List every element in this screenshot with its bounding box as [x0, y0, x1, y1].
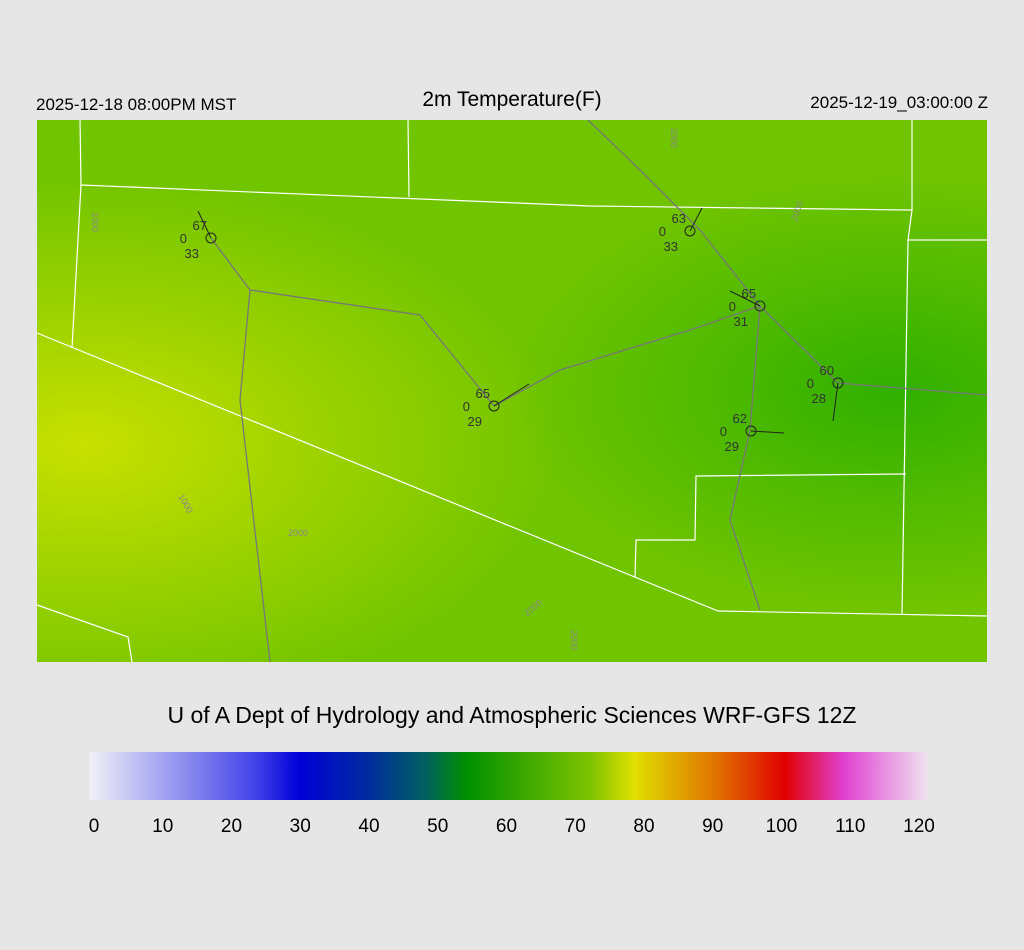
- wind-barb: [832, 382, 839, 422]
- borders: [36, 119, 988, 663]
- valid-utc: 2025-12-19_03:00:00 Z: [810, 93, 988, 112]
- dewpoint: 33: [185, 246, 199, 261]
- station: [488, 400, 500, 412]
- temperature: 63: [672, 211, 686, 226]
- dewpoint: 29: [725, 439, 739, 454]
- colorbar-tick-label: 10: [152, 816, 173, 837]
- colorbar: [90, 752, 927, 800]
- colorbar-tick-label: 100: [766, 816, 798, 837]
- temperature: 62: [733, 411, 747, 426]
- contour-label: 1000: [90, 212, 100, 232]
- weather-code: 0: [659, 224, 666, 239]
- temperature: 65: [476, 386, 490, 401]
- station: [205, 232, 217, 244]
- colorbar-tick-label: 60: [496, 816, 517, 837]
- weather-code: 0: [729, 299, 736, 314]
- rivers: [210, 119, 988, 663]
- weather-code: 0: [807, 376, 814, 391]
- colorbar-tick-label: 70: [565, 816, 586, 837]
- temperature: 67: [193, 218, 207, 233]
- wind-barb: [493, 383, 530, 407]
- colorbar-tick-label: 20: [221, 816, 242, 837]
- colorbar-tick-label: 90: [702, 816, 723, 837]
- weather-code: 0: [720, 424, 727, 439]
- colorbar-tick-label: 50: [427, 816, 448, 837]
- valid-local: 2025-12-18 08:00PM MST: [36, 95, 236, 114]
- wind-barb: [750, 430, 785, 434]
- station: [832, 377, 844, 389]
- colorbar-tick-label: 40: [358, 816, 379, 837]
- station: [684, 225, 696, 237]
- colorbar-tick-label: 110: [835, 816, 865, 837]
- wind-barb: [729, 290, 761, 307]
- map: [36, 119, 988, 663]
- dewpoint: 31: [734, 314, 748, 329]
- dewpoint: 33: [664, 239, 678, 254]
- colorbar-tick-label: 120: [903, 816, 935, 837]
- contour-label: 2000: [288, 528, 308, 538]
- weather-code: 0: [463, 399, 470, 414]
- contour-label: 2000: [569, 630, 579, 650]
- station: [754, 300, 766, 312]
- temperature: 60: [820, 363, 834, 378]
- colorbar-tick-label: 30: [290, 816, 311, 837]
- dewpoint: 29: [468, 414, 482, 429]
- cool-area: [37, 120, 987, 662]
- map-title: 2m Temperature(F): [422, 88, 601, 111]
- contour-label: 2000: [669, 128, 679, 148]
- credit: U of A Dept of Hydrology and Atmospheric…: [167, 702, 856, 728]
- colorbar-tick-label: 80: [633, 816, 654, 837]
- dewpoint: 28: [812, 391, 826, 406]
- wind-barb: [197, 210, 212, 239]
- weather-code: 0: [180, 231, 187, 246]
- wind-barb: [689, 207, 703, 232]
- colorbar-tick-label: 0: [89, 816, 100, 837]
- temperature: 65: [742, 286, 756, 301]
